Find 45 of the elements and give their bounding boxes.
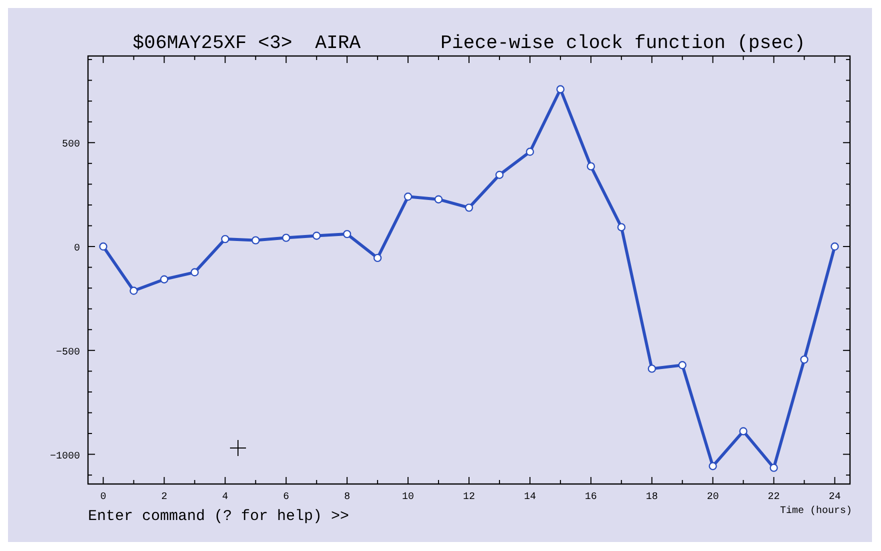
x-axis-title: Time (hours) bbox=[780, 505, 852, 517]
point bbox=[190, 268, 199, 276]
x-tick-label: 2 bbox=[161, 492, 168, 503]
x-tick-label: 18 bbox=[646, 492, 658, 503]
point bbox=[130, 286, 138, 295]
point bbox=[556, 85, 565, 94]
point bbox=[495, 170, 504, 179]
point bbox=[770, 464, 778, 472]
point bbox=[708, 462, 717, 470]
point bbox=[99, 242, 108, 251]
x-tick-label: 20 bbox=[706, 492, 719, 503]
point bbox=[342, 230, 352, 238]
x-tick-label: 4 bbox=[222, 492, 228, 503]
x-tick-label: 14 bbox=[524, 492, 536, 503]
point bbox=[464, 204, 474, 212]
x-tick-label: 16 bbox=[584, 492, 597, 503]
point bbox=[221, 234, 230, 244]
x-tick-label: 10 bbox=[402, 492, 414, 503]
point bbox=[648, 364, 656, 373]
chart-title: $06MAY25XF <3> AIRA Piece-wise clock function (psec) bbox=[132, 32, 806, 54]
point bbox=[617, 223, 626, 232]
point bbox=[586, 162, 596, 170]
point bbox=[800, 355, 808, 364]
x-tick-label: 0 bbox=[100, 492, 106, 503]
point bbox=[373, 254, 382, 262]
point bbox=[434, 195, 443, 204]
y-tick-label: 500 bbox=[62, 140, 80, 151]
y-tick-label: 0 bbox=[74, 244, 80, 255]
point bbox=[160, 275, 168, 284]
x-tick-label: 8 bbox=[344, 492, 350, 503]
point bbox=[830, 242, 839, 251]
x-tick-label: 24 bbox=[828, 492, 841, 503]
point bbox=[312, 232, 321, 240]
point bbox=[526, 148, 534, 156]
point bbox=[678, 361, 686, 370]
y-tick-label: −500 bbox=[56, 347, 80, 358]
point bbox=[282, 234, 290, 242]
text: Enter command (? for help) >> bbox=[88, 508, 350, 525]
x-tick-label: 6 bbox=[283, 492, 290, 503]
x-tick-label: 12 bbox=[462, 492, 476, 503]
y-tick-label: −1000 bbox=[50, 451, 80, 462]
x-tick-label: 22 bbox=[768, 492, 780, 503]
point bbox=[404, 192, 412, 201]
point bbox=[739, 427, 748, 436]
point bbox=[252, 236, 260, 244]
